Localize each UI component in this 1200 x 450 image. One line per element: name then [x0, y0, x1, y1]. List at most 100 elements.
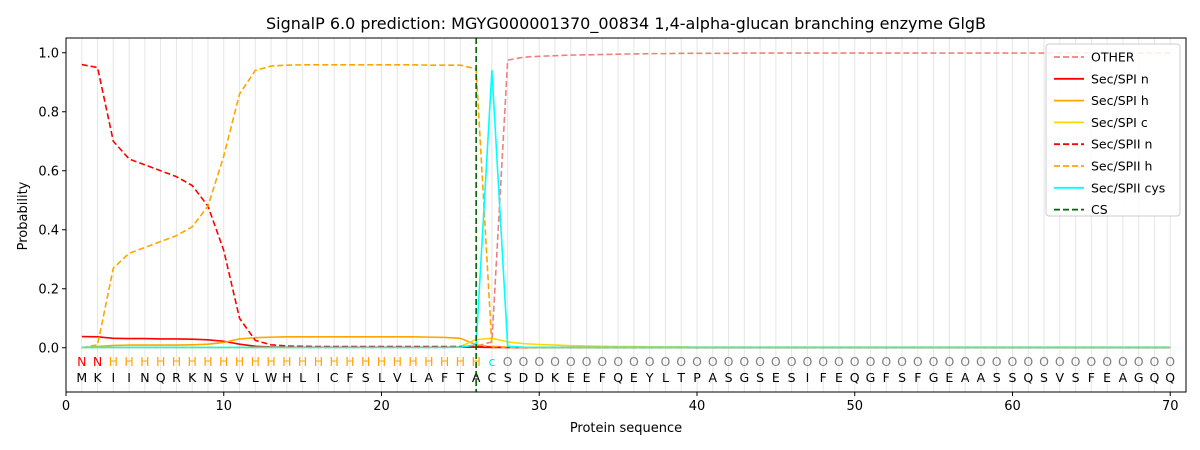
- region-label: O: [802, 354, 812, 369]
- region-label: H: [456, 354, 465, 369]
- region-label: O: [708, 354, 718, 369]
- region-label: H: [219, 354, 228, 369]
- legend-label: Sec/SPI h: [1091, 93, 1149, 108]
- legend-label: OTHER: [1091, 50, 1135, 65]
- x-tick-label: 40: [689, 399, 706, 414]
- sequence-residue: Q: [1023, 370, 1033, 385]
- sequence-residue: D: [519, 370, 529, 385]
- sequence-residue: Q: [613, 370, 623, 385]
- region-label: O: [1150, 354, 1160, 369]
- sequence-residue: V: [1056, 370, 1065, 385]
- region-label: O: [944, 354, 954, 369]
- residue-layer: NMNKHIHIHNHQHRHKHNHSHVHLHWHHHLHIHCHFHSHL…: [76, 354, 1175, 385]
- sequence-residue: N: [140, 370, 149, 385]
- region-label: O: [1102, 354, 1112, 369]
- sequence-residue: E: [1103, 370, 1111, 385]
- y-tick-label: 0.0: [38, 341, 59, 356]
- region-label: H: [345, 354, 354, 369]
- region-label: O: [960, 354, 970, 369]
- y-axis-label: Probability: [16, 181, 31, 250]
- sequence-residue: A: [708, 370, 717, 385]
- sequence-residue: F: [599, 370, 606, 385]
- region-label: O: [1008, 354, 1018, 369]
- region-label: H: [424, 354, 433, 369]
- sequence-residue: V: [235, 370, 244, 385]
- x-tick-label: 60: [1004, 399, 1021, 414]
- x-tick-label: 10: [215, 399, 232, 414]
- sequence-residue: T: [676, 370, 685, 385]
- region-label: H: [361, 354, 370, 369]
- y-tick-label: 1.0: [38, 46, 59, 61]
- region-label: O: [582, 354, 592, 369]
- region-label: O: [1055, 354, 1065, 369]
- x-tick-label: 70: [1162, 399, 1179, 414]
- region-label: O: [503, 354, 513, 369]
- sequence-residue: G: [739, 370, 749, 385]
- sequence-residue: S: [1009, 370, 1017, 385]
- sequence-residue: K: [188, 370, 197, 385]
- y-tick-label: 0.2: [38, 282, 59, 297]
- region-label: H: [156, 354, 165, 369]
- sequence-residue: S: [725, 370, 733, 385]
- sequence-residue: V: [393, 370, 402, 385]
- y-tick-label: 0.4: [38, 223, 59, 238]
- region-label: H: [408, 354, 417, 369]
- region-label: H: [471, 354, 480, 369]
- legend-label: Sec/SPII cys: [1091, 180, 1165, 195]
- legend-label: Sec/SPII h: [1091, 159, 1152, 174]
- sequence-residue: M: [76, 370, 87, 385]
- region-label: H: [298, 354, 307, 369]
- sequence-residue: F: [346, 370, 353, 385]
- region-label: c: [488, 354, 495, 369]
- region-label: O: [850, 354, 860, 369]
- plot-frame: [65, 37, 1187, 393]
- sequence-residue: T: [456, 370, 465, 385]
- sequence-residue: E: [583, 370, 591, 385]
- sequence-residue: F: [914, 370, 921, 385]
- region-label: O: [929, 354, 939, 369]
- region-label: O: [724, 354, 734, 369]
- sequence-residue: L: [410, 370, 417, 385]
- region-label: H: [187, 354, 196, 369]
- sequence-residue: E: [772, 370, 780, 385]
- region-label: O: [1071, 354, 1081, 369]
- x-axis-label: Protein sequence: [570, 421, 682, 436]
- sequence-residue: A: [977, 370, 986, 385]
- region-label: O: [897, 354, 907, 369]
- region-label: O: [834, 354, 844, 369]
- sequence-residue: Y: [645, 370, 654, 385]
- region-label: O: [818, 354, 828, 369]
- sequence-residue: I: [127, 370, 131, 385]
- sequence-residue: S: [504, 370, 512, 385]
- region-label: H: [172, 354, 181, 369]
- chart-title: SignalP 6.0 prediction: MGYG000001370_00…: [266, 14, 986, 34]
- region-label: H: [109, 354, 118, 369]
- sequence-residue: G: [1134, 370, 1144, 385]
- region-label: N: [77, 354, 86, 369]
- x-tick-label: 0: [62, 399, 70, 414]
- sequence-residue: A: [472, 370, 481, 385]
- sequence-residue: K: [551, 370, 560, 385]
- region-label: O: [613, 354, 623, 369]
- sequence-residue: L: [662, 370, 669, 385]
- legend-label: Sec/SPI n: [1091, 71, 1149, 86]
- region-label: O: [661, 354, 671, 369]
- region-label: O: [645, 354, 655, 369]
- sequence-residue: S: [362, 370, 370, 385]
- region-label: H: [266, 354, 275, 369]
- sequence-residue: L: [299, 370, 306, 385]
- region-label: O: [881, 354, 891, 369]
- region-label: O: [519, 354, 529, 369]
- sequence-residue: E: [630, 370, 638, 385]
- region-label: O: [597, 354, 607, 369]
- region-label: H: [140, 354, 149, 369]
- sequence-residue: S: [898, 370, 906, 385]
- sequence-residue: Q: [156, 370, 166, 385]
- sequence-residue: S: [993, 370, 1001, 385]
- series-layer: [81, 52, 1171, 349]
- region-label: H: [314, 354, 323, 369]
- sequence-residue: W: [265, 370, 277, 385]
- sequence-residue: F: [441, 370, 448, 385]
